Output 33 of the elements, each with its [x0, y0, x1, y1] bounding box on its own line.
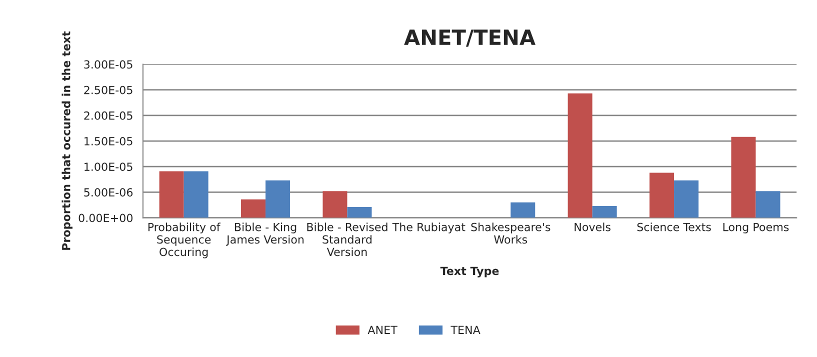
- x-tick-label: Science Texts: [637, 222, 711, 232]
- bar: [510, 202, 536, 218]
- bar: [650, 172, 674, 218]
- bar: [184, 171, 208, 218]
- x-tick-label: Bible - King James Version: [226, 222, 304, 246]
- bar: [159, 171, 184, 218]
- bar: [347, 207, 372, 218]
- x-axis-title: Text Type: [440, 266, 499, 278]
- chart-title: ANET/TENA: [404, 30, 536, 47]
- bar: [266, 180, 290, 218]
- x-tick-label: Novels: [574, 222, 610, 232]
- y-tick-label: 1.00E-05: [84, 162, 132, 171]
- y-tick-label: 0.00E+00: [78, 214, 133, 222]
- x-tick-label: Bible - Revised Standard Version: [307, 222, 388, 256]
- y-tick-label: 2.50E-05: [84, 86, 132, 94]
- legend-label: TENA: [450, 326, 480, 334]
- x-tick-label: Long Poems: [723, 222, 789, 234]
- x-tick-label: The Rubiayat: [392, 222, 466, 234]
- bar: [241, 199, 266, 218]
- y-tick-label: 5.00E-06: [84, 188, 133, 197]
- y-tick-label: 2.00E-05: [84, 111, 132, 120]
- bar: [592, 206, 617, 218]
- legend-label: ANET: [368, 326, 398, 334]
- y-axis-title: Proportion that occured in the text: [62, 31, 72, 250]
- bar: [568, 93, 592, 218]
- y-tick-label: 3.00E-05: [84, 60, 132, 69]
- y-tick-label: 1.50E-05: [84, 136, 132, 146]
- bar: [731, 136, 756, 218]
- bar: [674, 180, 699, 218]
- bar: [756, 191, 780, 218]
- x-tick-label: Shakespeare's Works: [471, 222, 550, 244]
- bar: [322, 191, 348, 218]
- x-tick-label: Probability of Sequence Occuring: [148, 222, 221, 258]
